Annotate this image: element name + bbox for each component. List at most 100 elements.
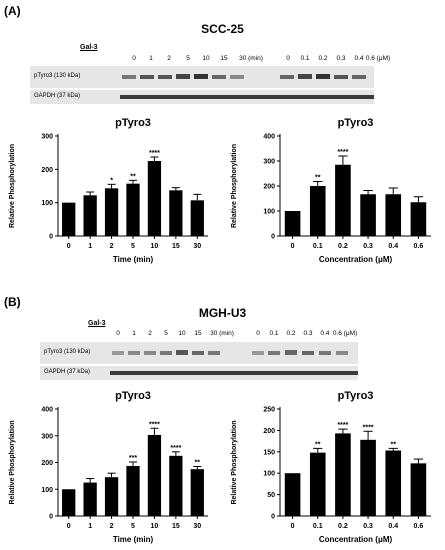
bar (410, 202, 427, 236)
blot-bands-gapdh-b (110, 371, 358, 375)
y-tick-label: 200 (41, 167, 53, 174)
panel-label-a: (A) (4, 4, 21, 18)
x-tick-label: 30 (193, 523, 201, 530)
lane-label: 0 (116, 330, 120, 337)
lane-label: 30 (min) (210, 330, 234, 337)
y-tick-label: 200 (263, 428, 275, 435)
lane-label: 1 (132, 330, 136, 337)
x-tick-label: 0.3 (363, 243, 373, 250)
cell-line-title-b: MGH-U3 (198, 306, 247, 320)
lane-label: 0.6 (μM) (332, 330, 358, 337)
bar (385, 194, 402, 236)
bar (284, 211, 301, 236)
y-tick-label: 400 (263, 134, 275, 141)
gal3-label-b: Gal-3 (88, 320, 106, 327)
chart-title: pTyro3 (115, 117, 151, 129)
lane-labels-a: 0 1 2 5 10 15 30 (min) 0 0.1 0.2 0.3 0.4… (30, 55, 390, 65)
significance-marker: **** (149, 421, 160, 428)
lane-label: 10 (178, 330, 186, 337)
blot-strip-gapdh-a: GAPDH (37 kDa) (30, 90, 374, 104)
bar (83, 195, 97, 236)
bar (309, 452, 326, 516)
blot-strip-gapdh-b: GAPDH (37 kDa) (40, 366, 358, 380)
lane-label: 1 (149, 55, 153, 62)
x-tick-label: 0.1 (313, 523, 323, 530)
x-tick-label: 0.2 (338, 243, 348, 250)
lane-label: 0 (132, 55, 136, 62)
lane-label: 0.4 (320, 330, 330, 337)
y-tick-label: 300 (263, 159, 275, 166)
lane-label: 0.4 (354, 55, 364, 62)
bar (335, 433, 351, 516)
lane-label: 0 (286, 55, 290, 62)
y-tick-label: 200 (41, 460, 53, 467)
x-tick-label: 0 (291, 523, 295, 530)
y-tick-label: 300 (41, 433, 53, 440)
lane-label: 0.3 (303, 330, 313, 337)
chart-b-concentration: pTyro3 Relative Phosphorylation 0 50 100 150 2… (231, 390, 431, 544)
x-axis-label: Time (min) (113, 255, 154, 264)
bar (147, 161, 162, 236)
y-tick-label: 0 (271, 514, 275, 521)
significance-marker: **** (337, 149, 348, 156)
bar (284, 473, 301, 516)
lane-label: 10 (202, 55, 210, 62)
x-axis-label: Concentration (μM) (319, 535, 393, 544)
bar (126, 465, 140, 516)
lane-label: 30 (min) (239, 55, 263, 62)
y-tick-label: 50 (267, 492, 275, 499)
bar (169, 455, 183, 516)
x-axis-label: Time (min) (113, 535, 154, 544)
lane-label: 0.2 (286, 330, 296, 337)
bar (62, 489, 76, 516)
y-tick-label: 100 (41, 200, 53, 207)
bar (104, 188, 119, 236)
x-tick-label: 0 (67, 523, 71, 530)
significance-marker: **** (363, 424, 374, 431)
y-tick-label: 150 (263, 449, 275, 456)
y-tick-label: 0 (271, 234, 275, 241)
significance-marker: ** (315, 175, 321, 182)
bar (104, 477, 119, 516)
bar (62, 202, 76, 236)
chart-a-concentration: pTyro3 Relative Phosphorylation 0 100 200 300… (231, 117, 431, 264)
significance-marker: **** (337, 422, 348, 429)
x-axis-label: Concentration (μM) (319, 255, 393, 264)
bar (385, 450, 402, 516)
bar (309, 186, 326, 236)
significance-marker: *** (129, 455, 137, 462)
bar (190, 469, 204, 516)
bar (360, 439, 376, 516)
lane-label: 0.2 (318, 55, 328, 62)
y-axis-label: Relative Phosphorylation (9, 144, 16, 228)
y-tick-label: 100 (263, 209, 275, 216)
x-tick-label: 15 (172, 523, 180, 530)
blot-bands-ptyro3-b (112, 350, 348, 355)
x-tick-label: 1 (88, 243, 92, 250)
chart-title: pTyro3 (338, 390, 374, 402)
western-blot-b: Gal-3 0 1 2 5 10 15 30 (min) 0 0.1 0.2 0… (40, 320, 400, 382)
x-tick-label: 0.6 (414, 523, 424, 530)
significance-marker: **** (170, 445, 181, 452)
lane-label: 0.3 (336, 55, 346, 62)
x-tick-label: 15 (172, 243, 180, 250)
bar (83, 482, 97, 516)
chart-title: pTyro3 (338, 117, 374, 129)
significance-marker: **** (149, 150, 160, 157)
x-tick-label: 5 (131, 523, 135, 530)
y-tick-label: 400 (41, 407, 53, 414)
y-tick-label: 0 (49, 234, 53, 241)
x-tick-label: 0 (67, 243, 71, 250)
significance-marker: * (110, 177, 113, 184)
x-tick-label: 0.2 (338, 523, 348, 530)
x-tick-label: 0.6 (414, 243, 424, 250)
western-blot-a: Gal-3 0 1 2 5 10 15 30 (min) 0 0.1 0.2 0… (30, 44, 390, 112)
x-tick-label: 0 (291, 243, 295, 250)
lane-label: 2 (167, 55, 171, 62)
significance-marker: ** (391, 441, 397, 448)
y-tick-label: 100 (263, 471, 275, 478)
panel-label-b: (B) (4, 295, 21, 309)
blot-row-label: pTyro3 (130 kDa) (44, 349, 91, 355)
x-tick-label: 1 (88, 523, 92, 530)
y-tick-label: 200 (263, 184, 275, 191)
